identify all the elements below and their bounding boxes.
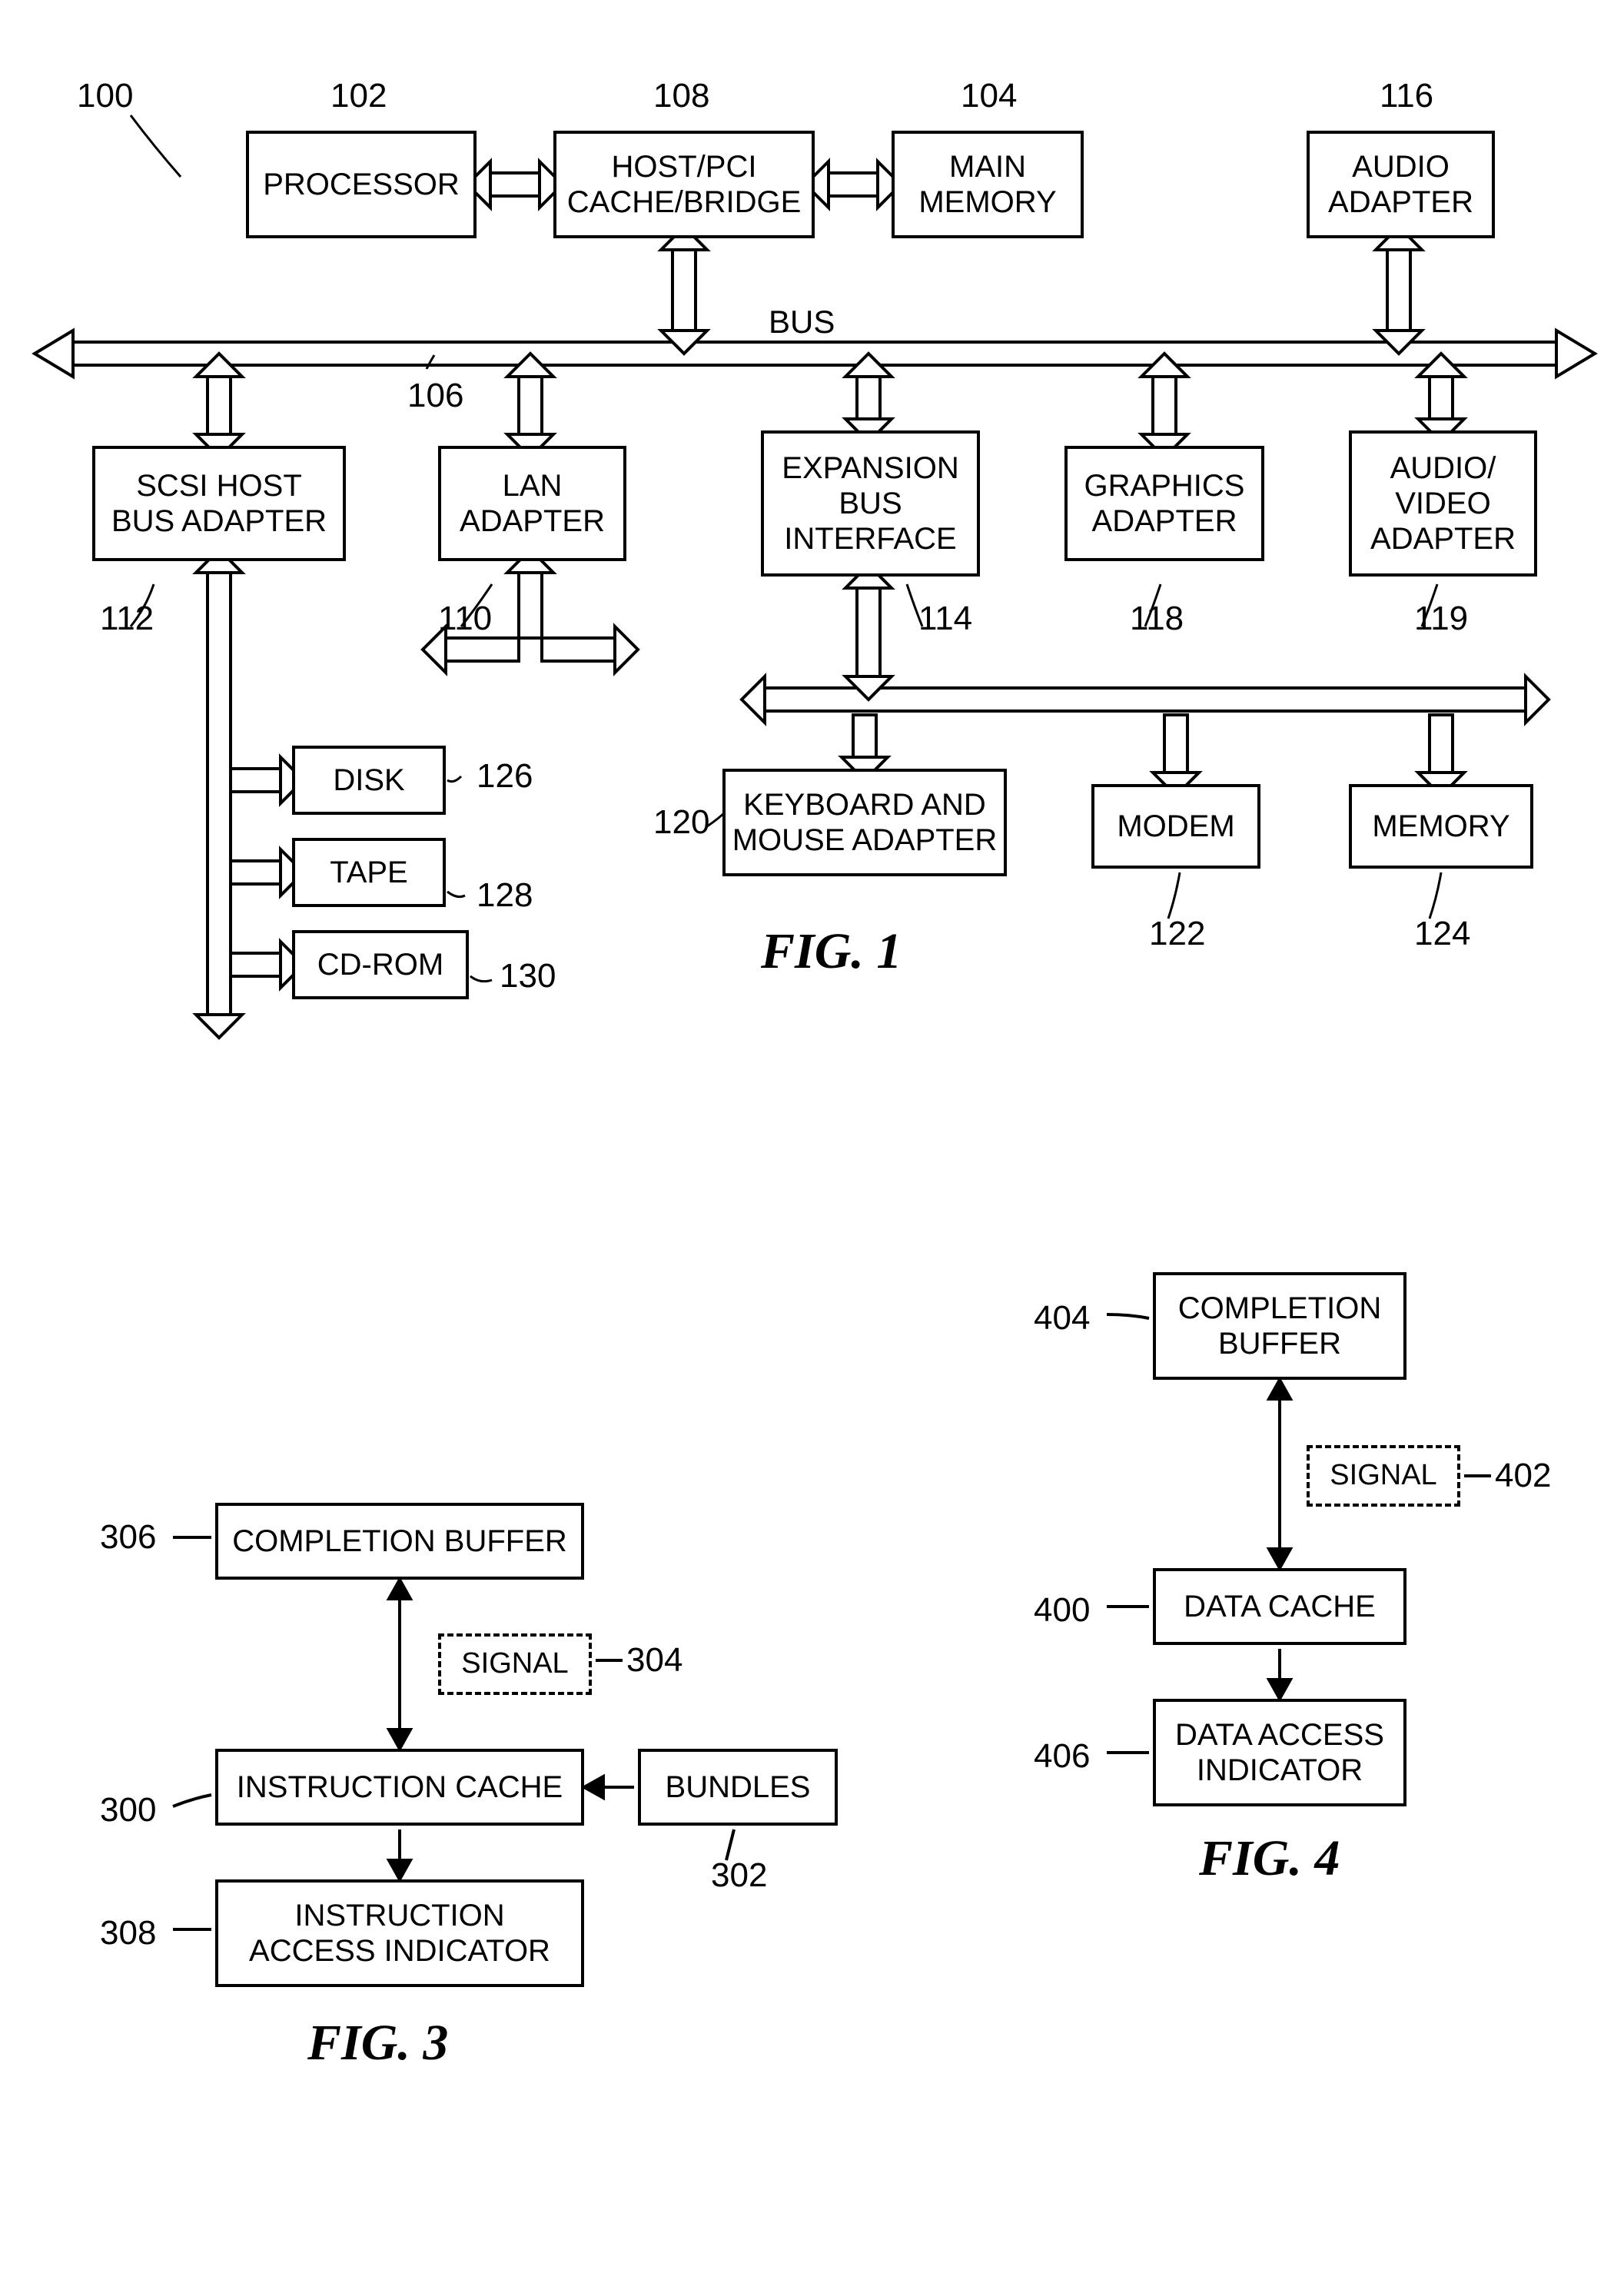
ref-106: 106 <box>407 377 463 415</box>
text: INSTRUCTION CACHE <box>237 1770 563 1805</box>
text: SCSI HOST BUS ADAPTER <box>111 468 327 539</box>
text: DISK <box>333 763 404 798</box>
box-modem: MODEM <box>1091 784 1260 869</box>
box-mainmem: MAIN MEMORY <box>892 131 1084 238</box>
ref-400: 400 <box>1034 1591 1090 1630</box>
ref-119: 119 <box>1414 600 1468 638</box>
text: DATA ACCESS INDICATOR <box>1175 1717 1384 1788</box>
text: SIGNAL <box>1330 1459 1436 1493</box>
ref-306: 306 <box>100 1518 156 1557</box>
ref-126: 126 <box>477 757 533 796</box>
ref-108: 108 <box>653 77 709 115</box>
ref-104: 104 <box>961 77 1017 115</box>
ref-112: 112 <box>100 600 154 638</box>
box-kbdmouse: KEYBOARD AND MOUSE ADAPTER <box>722 769 1007 876</box>
text: GRAPHICS ADAPTER <box>1084 468 1245 539</box>
box-lan: LAN ADAPTER <box>438 446 626 561</box>
box-f3-icache: INSTRUCTION CACHE <box>215 1749 584 1826</box>
ref-304: 304 <box>626 1641 682 1680</box>
text: COMPLETION BUFFER <box>232 1524 567 1559</box>
text: TAPE <box>330 855 408 890</box>
ref-300: 300 <box>100 1791 156 1829</box>
text: AUDIO/ VIDEO ADAPTER <box>1370 450 1516 557</box>
box-processor: PROCESSOR <box>246 131 477 238</box>
box-expbus: EXPANSION BUS INTERFACE <box>761 430 980 577</box>
ref-120: 120 <box>653 803 709 842</box>
text: AUDIO ADAPTER <box>1328 149 1473 220</box>
ref-302: 302 <box>711 1856 767 1895</box>
box-cdrom: CD-ROM <box>292 930 469 999</box>
ref-102: 102 <box>330 77 387 115</box>
text: COMPLETION BUFFER <box>1178 1291 1381 1361</box>
box-graphics: GRAPHICS ADAPTER <box>1064 446 1264 561</box>
ref-404: 404 <box>1034 1299 1090 1338</box>
text: CD-ROM <box>317 947 443 982</box>
box-f4-compbuf: COMPLETION BUFFER <box>1153 1272 1406 1380</box>
box-disk: DISK <box>292 746 446 815</box>
bus-label: BUS <box>769 304 835 341</box>
text: MODEM <box>1117 809 1234 844</box>
box-f3-iai: INSTRUCTION ACCESS INDICATOR <box>215 1879 584 1987</box>
ref-128: 128 <box>477 876 533 915</box>
box-memory: MEMORY <box>1349 784 1533 869</box>
text: SIGNAL <box>461 1647 568 1681</box>
box-audioadp: AUDIO ADAPTER <box>1307 131 1495 238</box>
ref-130: 130 <box>500 957 556 995</box>
text: INSTRUCTION ACCESS INDICATOR <box>249 1898 550 1969</box>
text: EXPANSION BUS INTERFACE <box>782 450 958 557</box>
box-f3-compbuf: COMPLETION BUFFER <box>215 1503 584 1580</box>
box-av: AUDIO/ VIDEO ADAPTER <box>1349 430 1537 577</box>
ref-402: 402 <box>1495 1457 1551 1495</box>
fig4-title: FIG. 4 <box>1199 1829 1340 1888</box>
text: BUNDLES <box>666 1770 811 1805</box>
text: MEMORY <box>1372 809 1509 844</box>
box-scsi: SCSI HOST BUS ADAPTER <box>92 446 346 561</box>
fig3-title: FIG. 3 <box>307 2014 448 2072</box>
text: MAIN MEMORY <box>918 149 1056 220</box>
text: HOST/PCI CACHE/BRIDGE <box>567 149 802 220</box>
ref-100: 100 <box>77 77 133 115</box>
ref-118: 118 <box>1130 600 1184 638</box>
fig1-title: FIG. 1 <box>761 922 902 981</box>
text: DATA CACHE <box>1184 1589 1376 1624</box>
box-hostpci: HOST/PCI CACHE/BRIDGE <box>553 131 815 238</box>
box-f3-bundles: BUNDLES <box>638 1749 838 1826</box>
text: LAN ADAPTER <box>460 468 605 539</box>
ref-116: 116 <box>1380 77 1433 115</box>
box-tape: TAPE <box>292 838 446 907</box>
box-f4-dcache: DATA CACHE <box>1153 1568 1406 1645</box>
text: PROCESSOR <box>263 167 460 202</box>
box-f4-signal: SIGNAL <box>1307 1445 1460 1507</box>
ref-114: 114 <box>918 600 972 638</box>
text: KEYBOARD AND MOUSE ADAPTER <box>732 787 998 858</box>
ref-110: 110 <box>438 600 492 638</box>
ref-308: 308 <box>100 1914 156 1952</box>
ref-124: 124 <box>1414 915 1470 953</box>
box-f4-dai: DATA ACCESS INDICATOR <box>1153 1699 1406 1806</box>
ref-406: 406 <box>1034 1737 1090 1776</box>
box-f3-signal: SIGNAL <box>438 1633 592 1695</box>
ref-122: 122 <box>1149 915 1205 953</box>
